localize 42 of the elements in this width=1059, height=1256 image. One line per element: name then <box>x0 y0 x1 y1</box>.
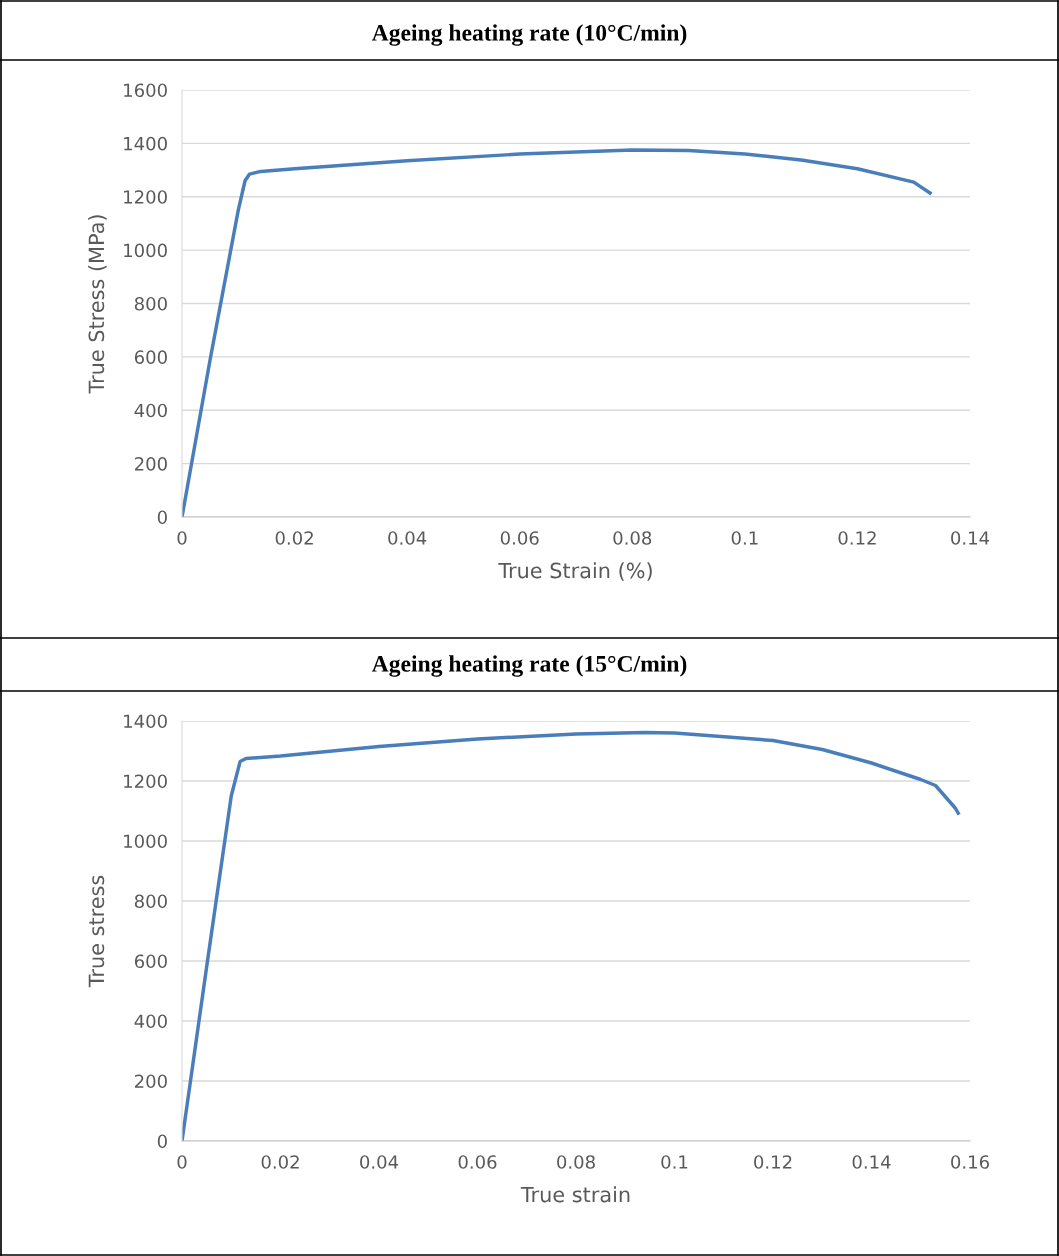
x-tick-label: 0.14 <box>951 531 990 545</box>
y-tick-label: 1000 <box>124 243 167 258</box>
x-tick-label: 0.08 <box>613 531 652 545</box>
x-tick-label: 0.06 <box>500 531 539 545</box>
y-tick-label: 200 <box>134 457 167 471</box>
y-axis-title: True Stress (MPa) <box>88 215 107 394</box>
x-tick-label: 0.12 <box>838 531 876 545</box>
y-tick-label: 1600 <box>124 83 167 98</box>
x-tick-label: 0.1 <box>661 1155 688 1169</box>
y-tick-label: 1200 <box>124 190 167 204</box>
x-tick-label: 0 <box>177 531 187 545</box>
x-axis-title: True Strain (%) <box>498 562 652 581</box>
y-tick-label: 400 <box>134 403 167 418</box>
y-tick-label: 0 <box>157 510 167 525</box>
y-tick-label: 1000 <box>124 834 167 849</box>
y-tick-label: 1200 <box>124 774 167 789</box>
chart-title: Ageing heating rate (10°C/min) <box>371 24 687 46</box>
y-tick-label: 600 <box>134 954 167 969</box>
y-tick-label: 1400 <box>124 136 167 151</box>
x-tick-label: 0.08 <box>557 1155 595 1169</box>
y-tick-label: 1400 <box>124 714 167 729</box>
x-tick-label: 0.06 <box>458 1155 497 1169</box>
x-tick-label: 0.1 <box>731 531 758 545</box>
y-tick-label: 800 <box>134 894 167 909</box>
line-series <box>182 148 932 517</box>
x-tick-label: 0.04 <box>388 531 427 545</box>
y-tick-label: 0 <box>157 1134 167 1149</box>
y-tick-label: 600 <box>134 350 167 364</box>
x-axis-title: True strain <box>520 1186 630 1203</box>
x-tick-label: 0 <box>177 1155 187 1169</box>
x-tick-label: 0.04 <box>360 1155 399 1169</box>
y-axis-title: True stress <box>88 875 105 988</box>
x-tick-label: 0.12 <box>754 1155 792 1169</box>
y-tick-label: 400 <box>134 1014 167 1029</box>
x-tick-label: 0.02 <box>261 1155 299 1169</box>
y-tick-label: 200 <box>134 1074 167 1089</box>
line-series <box>182 730 960 1141</box>
x-tick-label: 0.16 <box>951 1155 989 1169</box>
y-tick-label: 800 <box>134 296 167 311</box>
x-tick-label: 0.02 <box>275 531 313 545</box>
x-tick-label: 0.14 <box>852 1155 891 1169</box>
chart-title: Ageing heating rate (15°C/min) <box>371 655 687 677</box>
